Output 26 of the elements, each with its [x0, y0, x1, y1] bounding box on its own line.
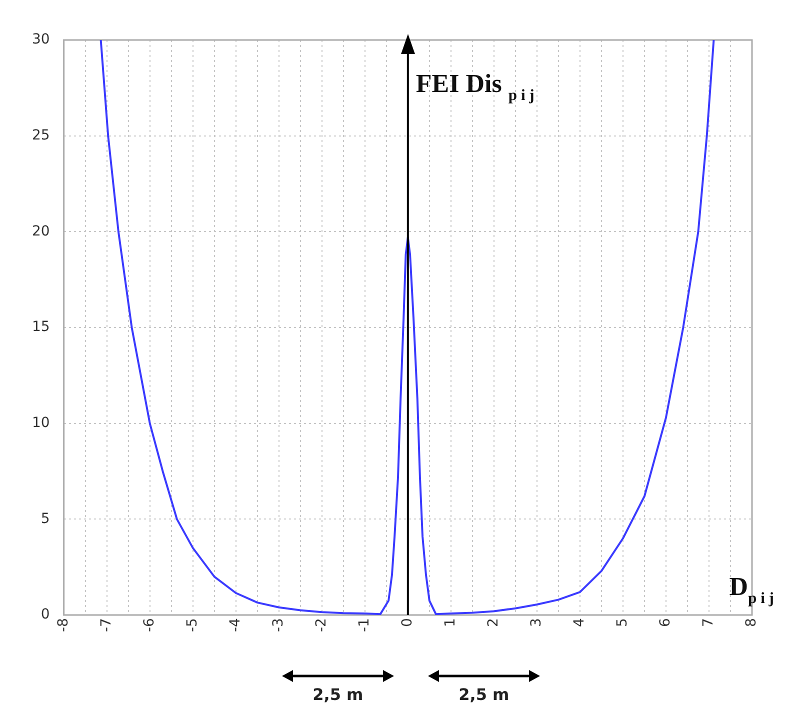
- text: 2,5 m: [458, 685, 510, 704]
- x-tick-label: 6: [658, 618, 674, 627]
- x-tick-label: 3: [528, 618, 545, 627]
- x-tick-label: -2: [314, 618, 330, 632]
- y-tick-label: 30: [32, 32, 50, 48]
- text: 2,5 m: [312, 685, 364, 704]
- x-tick-label: -4: [228, 618, 244, 632]
- y-tick-label: 10: [32, 415, 50, 431]
- y-axis-title: FEI Dis p i j: [416, 69, 534, 104]
- y-tick-label: 20: [32, 223, 50, 240]
- x-tick-label: -5: [184, 618, 200, 632]
- x-tick-label: 7: [700, 618, 717, 627]
- x-tick-label: -1: [356, 618, 373, 632]
- x-tick-label: -7: [98, 618, 114, 632]
- y-tick-label: 5: [40, 510, 50, 527]
- x-tick-label: 4: [572, 618, 588, 627]
- x-tick-label: -8: [55, 618, 72, 632]
- y-tick-label: 25: [32, 127, 50, 144]
- x-tick-label: -3: [270, 618, 287, 632]
- y-tick-label: 15: [32, 319, 50, 336]
- x-tick-label: 8: [744, 618, 760, 627]
- x-tick-label: -6: [141, 618, 158, 632]
- x-tick-label: 1: [442, 618, 459, 627]
- x-tick-label: 2: [486, 618, 502, 627]
- x-tick-label: 5: [614, 618, 631, 627]
- x-tick-label: 0: [400, 618, 416, 627]
